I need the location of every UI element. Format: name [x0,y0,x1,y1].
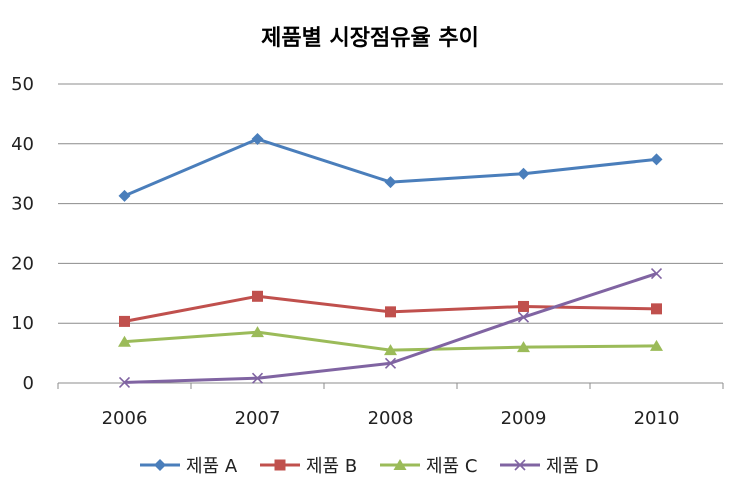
marker-legend-symbol [154,459,166,471]
marker-data-point [251,326,264,338]
x-tick-label: 2007 [235,408,281,429]
marker-data-point [517,311,530,323]
x-tick-label: 2006 [102,408,148,429]
marker-data-point [650,153,663,166]
series-4 [118,268,663,388]
series-layer [118,133,663,388]
y-tick-label: 20 [11,253,34,274]
marker-data-point [517,167,530,180]
marker-data-point [252,290,263,302]
marker-legend-symbol [514,459,526,471]
marker-data-point [650,339,663,351]
marker-legend-symbol [274,459,286,471]
y-tick-label: 40 [11,134,34,155]
series-3 [118,326,663,356]
legend: 제품 A 제품 B 제품 C 제품 D [140,456,599,477]
marker-data-point [119,315,130,327]
marker-data-point [385,306,396,318]
legend-label: 제품 C [426,456,477,477]
y-tick-label: 50 [11,74,34,95]
chart-title: 제품별 시장점유율 추이 [261,26,479,51]
marker-data-point [651,303,662,315]
y-tick-label: 30 [11,194,34,215]
gridlines [58,83,723,324]
y-tick-label: 0 [23,373,34,394]
series-1 [118,133,663,202]
marker-data-point [118,189,131,202]
series-2 [119,290,662,327]
marker-data-point [251,133,264,146]
x-tick-label: 2009 [501,408,547,429]
marker-data-point [518,300,529,312]
legend-label: 제품 D [546,456,599,477]
axes: 0 10 20 30 40 50 2006 2007 2008 2009 2010 [11,74,724,429]
legend-entry: 제품 C [380,456,477,477]
marker-data-point [650,268,663,280]
marker-data-point [384,344,397,356]
legend-label: 제품 A [186,456,238,477]
marker-data-point [384,176,397,189]
legend-label: 제품 B [306,456,357,477]
marker-data-point [118,335,131,347]
x-tick-label: 2008 [368,408,414,429]
legend-entry: 제품 A [140,456,238,477]
marker-data-point [118,376,131,388]
legend-entry: 제품 B [260,456,357,477]
marker-data-point [251,372,264,384]
marker-data-point [517,341,530,353]
series-line [124,272,657,384]
y-tick-label: 10 [11,313,34,334]
marker-data-point [384,357,397,369]
x-tick-label: 2010 [634,408,680,429]
legend-entry: 제품 D [500,456,599,477]
marker-legend-symbol [393,459,407,470]
